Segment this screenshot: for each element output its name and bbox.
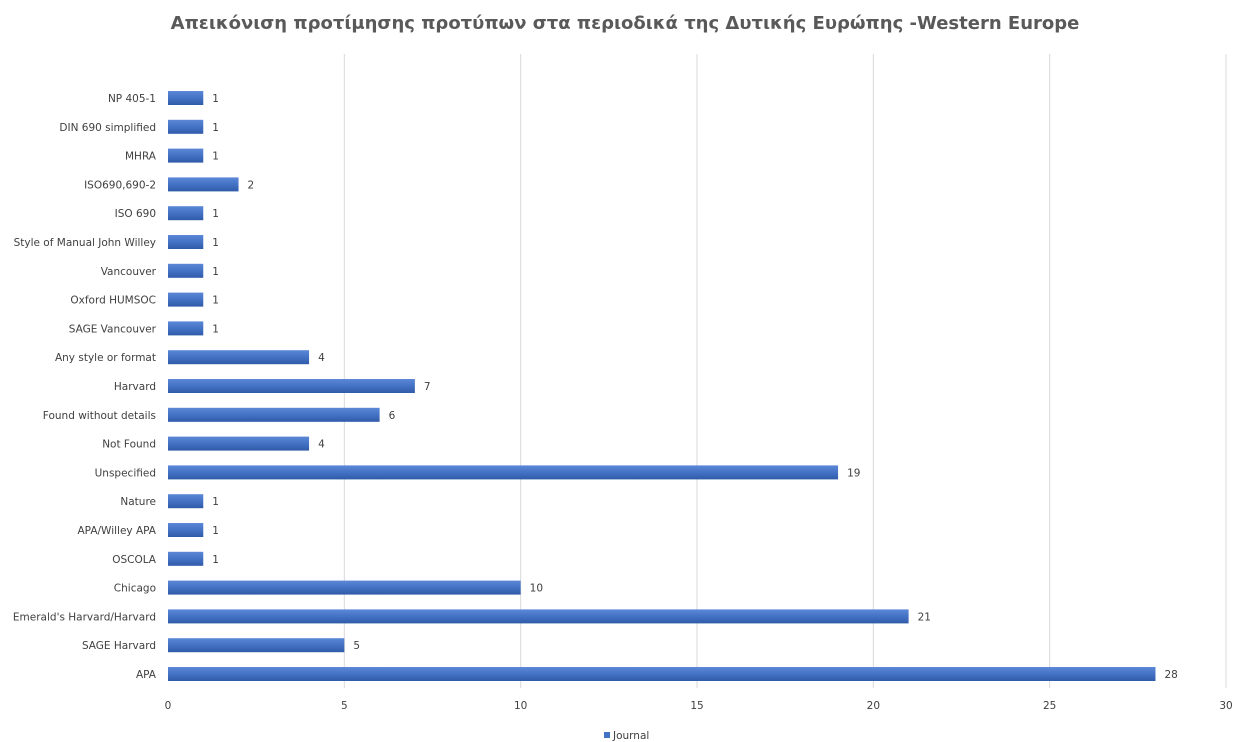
category-label: Unspecified bbox=[95, 467, 156, 479]
x-tick-label: 20 bbox=[867, 700, 880, 712]
bar bbox=[168, 609, 909, 624]
bar bbox=[168, 407, 380, 422]
bar bbox=[168, 494, 204, 509]
chart-title: Απεικόνιση προτίμησης προτύπων στα περιο… bbox=[171, 13, 1080, 34]
data-label: 1 bbox=[212, 237, 219, 249]
category-label: Any style or format bbox=[55, 352, 156, 364]
data-label: 6 bbox=[389, 410, 396, 422]
data-label: 4 bbox=[318, 439, 325, 451]
category-label: Style of Manual John Willey bbox=[14, 237, 156, 249]
bar bbox=[168, 551, 204, 566]
bar bbox=[168, 465, 839, 480]
bar bbox=[168, 350, 310, 365]
x-tick-label: 25 bbox=[1043, 700, 1056, 712]
bar bbox=[168, 91, 204, 105]
y-axis-category-labels: NP 405-1 DIN 690 simplified MHRA ISO690,690… bbox=[13, 93, 157, 681]
bar bbox=[168, 523, 204, 537]
category-label: MHRA bbox=[125, 151, 157, 163]
category-label: OSCOLA bbox=[112, 554, 157, 566]
data-label: 1 bbox=[212, 554, 219, 566]
x-tick-label: 15 bbox=[690, 700, 703, 712]
data-label: 2 bbox=[248, 179, 255, 191]
data-label: 1 bbox=[212, 295, 219, 307]
data-label: 1 bbox=[212, 266, 219, 278]
bar bbox=[168, 436, 310, 451]
category-label: Found without details bbox=[43, 410, 156, 422]
category-label: Emerald's Harvard/Harvard bbox=[13, 611, 156, 623]
legend: Journal bbox=[604, 730, 649, 742]
bar bbox=[168, 379, 415, 393]
bar bbox=[168, 206, 204, 221]
data-label: 1 bbox=[212, 525, 219, 537]
bar bbox=[168, 148, 204, 163]
bar bbox=[168, 292, 204, 307]
category-label: APA/Willey APA bbox=[77, 525, 156, 537]
category-label: Oxford HUMSOC bbox=[70, 295, 156, 307]
data-label: 10 bbox=[530, 583, 543, 595]
bar bbox=[168, 667, 1156, 681]
category-label: ISO 690 bbox=[115, 208, 156, 220]
category-label: DIN 690 simplified bbox=[59, 122, 156, 134]
data-label: 1 bbox=[212, 122, 219, 134]
x-tick-label: 0 bbox=[165, 700, 172, 712]
data-label: 19 bbox=[847, 467, 860, 479]
legend-swatch bbox=[604, 732, 610, 738]
data-label: 1 bbox=[212, 496, 219, 508]
bar bbox=[168, 177, 239, 192]
data-label: 1 bbox=[212, 323, 219, 335]
data-label: 21 bbox=[918, 611, 931, 623]
x-tick-label: 30 bbox=[1219, 700, 1232, 712]
category-label: NP 405-1 bbox=[108, 93, 156, 105]
category-label: Nature bbox=[120, 496, 156, 508]
data-label: 7 bbox=[424, 381, 431, 393]
data-label: 1 bbox=[212, 151, 219, 163]
category-label: Not Found bbox=[102, 439, 156, 451]
category-label: Harvard bbox=[114, 381, 156, 393]
category-label: APA bbox=[136, 669, 157, 681]
category-label: ISO690,690-2 bbox=[84, 179, 156, 191]
category-label: SAGE Vancouver bbox=[69, 323, 157, 335]
bar bbox=[168, 580, 521, 595]
data-label: 1 bbox=[212, 208, 219, 220]
legend-label: Journal bbox=[612, 730, 649, 742]
data-label: 5 bbox=[353, 640, 360, 652]
x-tick-label: 5 bbox=[341, 700, 348, 712]
data-label: 4 bbox=[318, 352, 325, 364]
bar bbox=[168, 638, 345, 653]
data-label: 28 bbox=[1164, 669, 1177, 681]
bar bbox=[168, 235, 204, 249]
data-label: 1 bbox=[212, 93, 219, 105]
category-label: Vancouver bbox=[101, 266, 157, 278]
x-axis-ticks: 0 5 10 15 20 25 30 bbox=[165, 700, 1233, 712]
bar bbox=[168, 263, 204, 278]
category-label: SAGE Harvard bbox=[82, 640, 156, 652]
category-label: Chicago bbox=[114, 583, 156, 595]
x-tick-label: 10 bbox=[514, 700, 527, 712]
bars bbox=[168, 91, 1156, 681]
bar bbox=[168, 321, 204, 336]
bar bbox=[168, 119, 204, 134]
